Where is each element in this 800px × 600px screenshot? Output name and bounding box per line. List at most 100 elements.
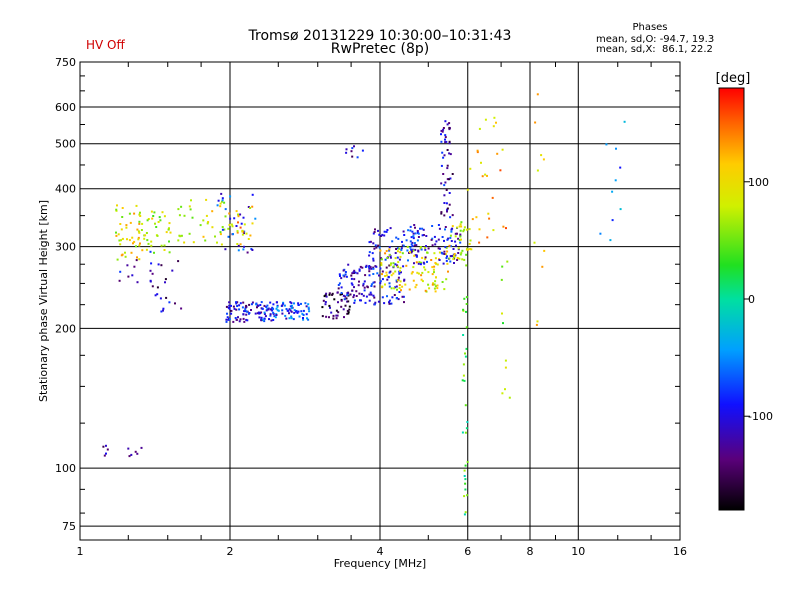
data-point [358,292,361,295]
data-point [403,301,405,304]
data-point [385,250,388,252]
data-point [542,158,545,161]
data-point [417,236,420,238]
data-point [419,227,421,230]
data-point [384,275,387,277]
data-point [434,243,437,246]
data-point [424,256,427,259]
data-point [332,314,335,317]
data-point [290,315,293,318]
data-point [171,269,174,272]
data-point [468,242,471,245]
data-point [417,272,420,275]
data-point [340,305,343,308]
data-point [466,188,469,191]
data-point [235,308,238,311]
data-point [223,228,226,231]
data-point [398,287,401,290]
data-point [328,293,331,296]
data-point [461,258,464,261]
data-point [117,233,120,236]
hv-status-label: HV Off [86,38,125,52]
data-point [337,311,340,314]
data-point [426,260,428,263]
data-point [357,284,360,287]
data-point [445,259,448,262]
data-point [250,309,252,311]
data-point [381,278,384,281]
data-point [340,277,343,280]
data-point [221,199,224,202]
data-point [354,271,357,274]
data-point [132,242,134,245]
data-point [150,210,153,213]
data-point [459,235,462,238]
data-point [465,253,468,256]
data-point [168,222,171,225]
data-point [380,235,383,237]
data-point [464,431,467,434]
data-point [235,301,237,304]
data-point [260,319,263,322]
data-point [373,296,376,299]
data-point [451,214,454,217]
data-point [246,251,249,254]
data-point [118,239,121,242]
data-point [446,262,449,265]
data-point [466,494,469,497]
data-point [433,252,436,255]
data-point [441,281,444,283]
data-point [400,289,402,292]
data-point [443,184,446,187]
data-point [329,306,331,309]
data-point [290,310,293,313]
data-point [324,301,327,303]
data-point [358,280,360,283]
data-point [205,214,208,217]
data-point [433,235,436,238]
data-point [133,265,136,268]
data-point [478,127,481,130]
data-point [159,297,162,300]
data-point [379,267,382,270]
data-point [451,227,454,230]
data-point [476,151,479,154]
data-point [440,140,443,143]
data-point [448,178,450,181]
data-point [384,258,387,261]
data-point [449,177,452,180]
data-point [457,247,460,250]
data-point [335,317,338,320]
data-point [131,236,134,239]
data-point [118,279,121,282]
data-point [167,228,170,231]
data-point [344,304,347,307]
data-point [623,120,626,123]
data-point [242,301,245,304]
data-point [380,258,383,261]
data-point [464,464,467,467]
data-point [415,255,418,258]
data-point [347,294,350,297]
data-point [158,216,161,219]
data-point [391,240,394,243]
data-point [272,319,275,321]
data-point [235,225,238,227]
data-point [395,236,398,239]
data-point [394,257,397,260]
data-point [380,263,383,266]
data-point [372,242,375,245]
data-point [464,482,467,485]
data-point [105,452,107,455]
data-point [157,263,160,266]
data-point [421,271,424,274]
data-point [488,217,491,220]
data-point [446,167,449,170]
x-tick-label: 6 [464,545,471,558]
data-point [139,211,141,214]
data-point [398,272,401,275]
data-point [372,273,375,275]
data-point [410,243,413,246]
data-point [219,233,222,236]
data-point [288,317,291,320]
